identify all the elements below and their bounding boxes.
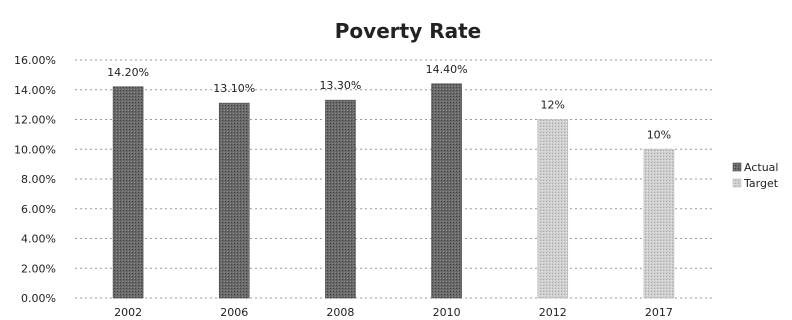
data-label: 14.20% bbox=[107, 66, 149, 79]
data-label: 13.30% bbox=[319, 79, 361, 92]
x-category-label: 2008 bbox=[326, 306, 354, 319]
x-category-label: 2006 bbox=[220, 306, 248, 319]
bar-target bbox=[643, 148, 675, 299]
y-axis-ticks: 0.00% 2.00% 4.00% 6.00% 8.00% 10.00% 12.00% 14.… bbox=[14, 54, 56, 305]
legend-swatch-actual bbox=[732, 162, 742, 172]
data-labels: 14.20% 13.10% 13.30% 14.40% 12% 10% bbox=[107, 63, 671, 141]
bar-actual bbox=[218, 102, 250, 299]
y-tick-label: 2.00% bbox=[21, 262, 56, 275]
data-label: 12% bbox=[541, 99, 565, 112]
y-tick-label: 4.00% bbox=[21, 233, 56, 246]
data-label: 14.40% bbox=[426, 63, 468, 76]
legend-label-actual: Actual bbox=[744, 161, 778, 174]
bar-actual bbox=[431, 83, 462, 299]
y-tick-label: 10.00% bbox=[14, 143, 56, 156]
data-label: 13.10% bbox=[213, 82, 255, 95]
legend: Actual Target bbox=[732, 161, 779, 190]
bars bbox=[112, 83, 675, 299]
chart-title: Poverty Rate bbox=[335, 19, 481, 43]
x-axis-categories: 2002 2006 2008 2010 2012 2017 bbox=[114, 306, 673, 319]
y-tick-label: 14.00% bbox=[14, 84, 56, 97]
gridlines bbox=[75, 59, 712, 299]
y-tick-label: 8.00% bbox=[21, 173, 56, 186]
bar-target bbox=[537, 119, 569, 299]
y-tick-label: 6.00% bbox=[21, 203, 56, 216]
legend-label-target: Target bbox=[743, 177, 779, 190]
bar-actual bbox=[112, 86, 144, 299]
y-tick-label: 0.00% bbox=[21, 292, 56, 305]
y-tick-label: 16.00% bbox=[14, 54, 56, 67]
x-category-label: 2010 bbox=[433, 306, 461, 319]
data-label: 10% bbox=[647, 128, 671, 141]
x-category-label: 2002 bbox=[114, 306, 142, 319]
y-tick-label: 12.00% bbox=[14, 114, 56, 127]
x-category-label: 2017 bbox=[645, 306, 673, 319]
x-category-label: 2012 bbox=[539, 306, 567, 319]
legend-swatch-target bbox=[732, 178, 742, 188]
bar-actual bbox=[325, 99, 356, 299]
